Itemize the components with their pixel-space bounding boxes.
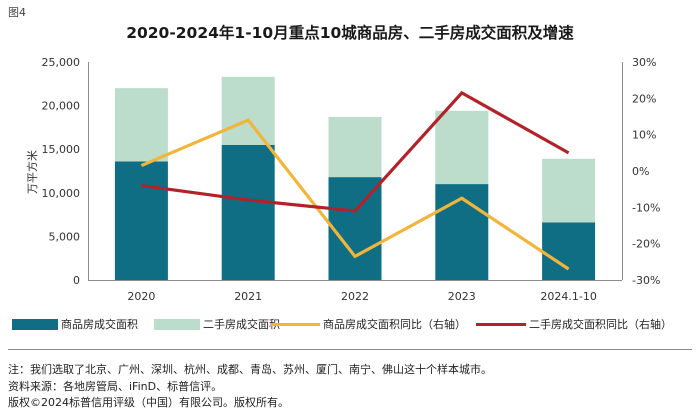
left-tick-label: 10,000 bbox=[42, 187, 81, 200]
figure-label: 图4 bbox=[8, 6, 26, 19]
y-axis-label: 万平方米 bbox=[25, 150, 39, 194]
legend: 商品房成交面积 二手房成交面积 商品房成交面积同比（右轴） 二手房成交面积同比（… bbox=[12, 316, 692, 334]
left-tick-label: 25,000 bbox=[42, 56, 81, 69]
line-second-hand-yoy bbox=[141, 90, 570, 213]
bars bbox=[114, 76, 596, 280]
note-copyright: 版权©2024标普信用评级（中国）有限公司。版权所有。 bbox=[8, 396, 289, 409]
legend-swatch-second-hand bbox=[154, 318, 200, 330]
legend-item-new-home: 商品房成交面积 bbox=[12, 316, 138, 332]
bar-new-home bbox=[221, 144, 275, 280]
bar-new-home bbox=[542, 222, 596, 280]
line-new-home-yoy bbox=[140, 118, 570, 271]
axes bbox=[88, 62, 623, 281]
legend-swatch-new-home bbox=[12, 318, 58, 330]
category-label: 2021 bbox=[234, 290, 262, 303]
left-tick-label: 5,000 bbox=[49, 230, 81, 243]
legend-label-second-hand-yoy: 二手房成交面积同比（右轴） bbox=[529, 318, 672, 331]
right-tick-label: -10% bbox=[632, 201, 660, 214]
right-tick-label: 30% bbox=[632, 56, 656, 69]
right-tick-label: 10% bbox=[632, 129, 656, 142]
legend-line-second-hand-yoy bbox=[476, 322, 526, 326]
bar-second-hand bbox=[114, 88, 168, 162]
right-tick-label: 20% bbox=[632, 92, 656, 105]
note-data-source: 资料来源：各地房管局、iFinD、标普信评。 bbox=[8, 379, 223, 393]
note-sample-cities: 注：我们选取了北京、广州、深圳、杭州、成都、青岛、苏州、厦门、南宁、佛山这十个样… bbox=[8, 363, 492, 376]
legend-line-new-home-yoy bbox=[270, 322, 320, 326]
bar-new-home bbox=[328, 177, 382, 280]
category-label: 2023 bbox=[448, 290, 476, 303]
divider-line bbox=[8, 349, 692, 350]
legend-label-new-home: 商品房成交面积 bbox=[61, 318, 138, 331]
right-tick-label: -20% bbox=[632, 238, 660, 251]
category-label: 2020 bbox=[127, 290, 155, 303]
left-tick-label: 15,000 bbox=[42, 143, 81, 156]
legend-label-new-home-yoy: 商品房成交面积同比（右轴） bbox=[323, 318, 466, 331]
legend-item-second-hand-yoy: 二手房成交面积同比（右轴） bbox=[476, 316, 672, 332]
left-tick-label: 0 bbox=[73, 274, 80, 287]
bar-second-hand bbox=[328, 116, 382, 178]
bar-new-home bbox=[114, 161, 168, 280]
category-labels: 2020 2021 2022 2023 2024.1-10 bbox=[127, 290, 596, 303]
bar-second-hand bbox=[435, 110, 489, 185]
category-label: 2024.1-10 bbox=[540, 290, 596, 303]
chart-title: 2020-2024年1-10月重点10城商品房、二手房成交面积及增速 bbox=[126, 24, 574, 42]
footnotes: 注：我们选取了北京、广州、深圳、杭州、成都、青岛、苏州、厦门、南宁、佛山这十个样… bbox=[8, 362, 492, 412]
left-axis-ticks: 0 5,000 10,000 15,000 20,000 25,000 bbox=[42, 56, 81, 287]
right-tick-label: -30% bbox=[632, 274, 660, 287]
series-lines bbox=[140, 90, 570, 271]
bar-second-hand bbox=[221, 76, 275, 145]
legend-label-second-hand: 二手房成交面积 bbox=[203, 318, 280, 331]
legend-item-new-home-yoy: 商品房成交面积同比（右轴） bbox=[270, 316, 466, 332]
category-label: 2022 bbox=[341, 290, 369, 303]
legend-item-second-hand: 二手房成交面积 bbox=[154, 316, 280, 332]
left-tick-label: 20,000 bbox=[42, 100, 81, 113]
right-tick-label: 0% bbox=[632, 165, 649, 178]
bar-second-hand bbox=[542, 158, 596, 223]
right-axis-ticks: -30% -20% -10% 0% 10% 20% 30% bbox=[632, 56, 660, 287]
